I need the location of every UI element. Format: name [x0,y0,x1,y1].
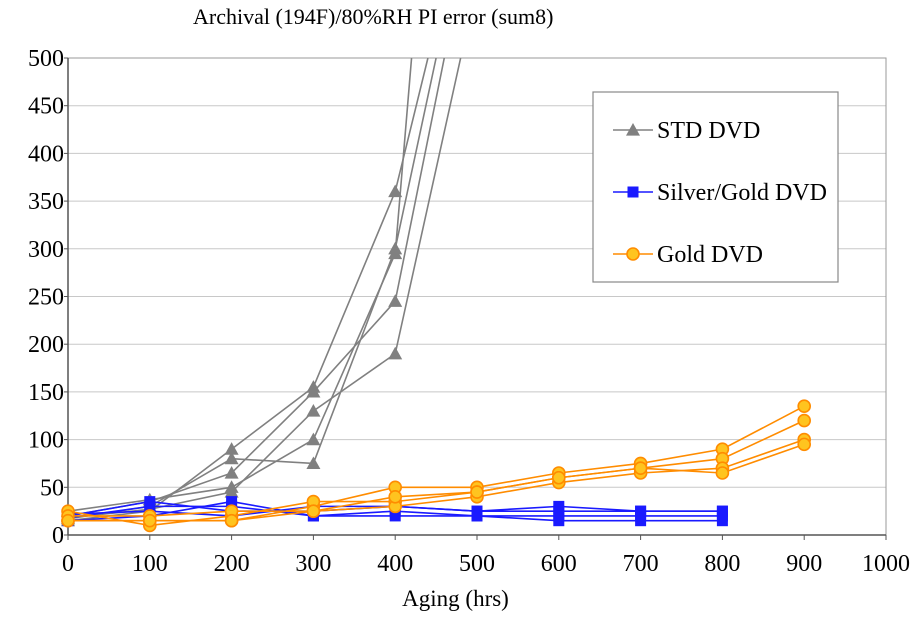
series-std [61,58,462,524]
y-tick-label: 200 [28,332,64,358]
x-tick-label: 600 [541,551,577,577]
data-point [224,465,239,479]
data-point [306,432,321,446]
series-line [68,58,413,512]
x-tick-label: 500 [459,551,495,577]
legend-marker [626,247,640,261]
x-tick-label: 700 [623,551,659,577]
data-point [388,184,403,198]
y-tick-labels: 0 50 100 150 200 250 300 350 400 450 500 [28,46,64,549]
legend-label: Gold DVD [657,242,763,268]
data-point [635,515,647,527]
data-point [306,384,321,398]
x-tick-label: 100 [132,551,168,577]
data-point [388,346,403,360]
x-tick-label: 400 [377,551,413,577]
series-std [61,58,413,517]
x-tick-label: 1000 [862,551,910,577]
y-tick-label: 250 [28,285,64,311]
series-line [68,58,446,517]
data-point [716,515,728,527]
y-tick-label: 500 [28,46,64,72]
legend-item: Gold DVD [613,242,763,268]
y-tick-label: 150 [28,380,64,406]
data-point [388,490,403,504]
series-std [61,58,429,527]
data-point [635,505,647,517]
data-point [797,399,812,414]
data-point [306,504,321,518]
series-line [68,58,429,522]
data-point [471,505,483,517]
y-tick-label: 100 [28,428,64,454]
y-tick-label: 300 [28,237,64,263]
x-tick-labels: 0 100 200 300 400 500 600 700 800 900 1000 [62,551,910,577]
data-point [797,437,812,452]
data-point [61,513,75,528]
data-point [224,485,239,498]
legend-item: Silver/Gold DVD [613,180,827,206]
legend-item: STD DVD [613,118,760,144]
y-tick-label: 350 [28,189,64,215]
y-tick-label: 0 [52,523,64,549]
axes [64,57,887,540]
series-line [68,58,437,520]
data-point [306,403,321,417]
data-point [224,451,239,465]
series-std [61,58,446,522]
data-point [553,515,565,527]
data-point [551,470,566,485]
data-point [716,505,728,517]
data-point [553,505,565,517]
data-point [388,294,403,307]
series-line [68,58,462,519]
x-tick-label: 200 [214,551,250,577]
legend-label: STD DVD [657,118,760,144]
series-std [61,58,437,525]
y-tick-label: 450 [28,94,64,120]
chart-title: Archival (194F)/80%RH PI error (sum8) [193,4,554,29]
series-layer [61,58,812,533]
y-tick-label: 400 [28,141,64,167]
x-tick-label: 900 [786,551,822,577]
x-tick-label: 300 [295,551,331,577]
data-point [388,246,403,260]
legend-label: Silver/Gold DVD [657,180,827,206]
data-point [143,513,157,528]
data-point [633,461,648,476]
x-tick-label: 0 [62,551,74,577]
legend-marker [627,186,639,198]
data-point [470,485,484,499]
data-point [224,513,239,528]
data-point [224,442,239,455]
legend-marker [626,123,640,136]
data-point [306,456,321,470]
data-point [797,413,812,428]
legend: STD DVD Silver/Gold DVD Gold DVD [592,91,839,283]
x-axis-label: Aging (hrs) [402,586,509,611]
series-gold [61,437,812,528]
series-gold [61,399,812,528]
x-tick-label: 800 [704,551,740,577]
series-line [68,419,805,527]
data-point [715,466,730,480]
y-tick-label: 50 [40,475,64,501]
series-line [68,443,805,522]
